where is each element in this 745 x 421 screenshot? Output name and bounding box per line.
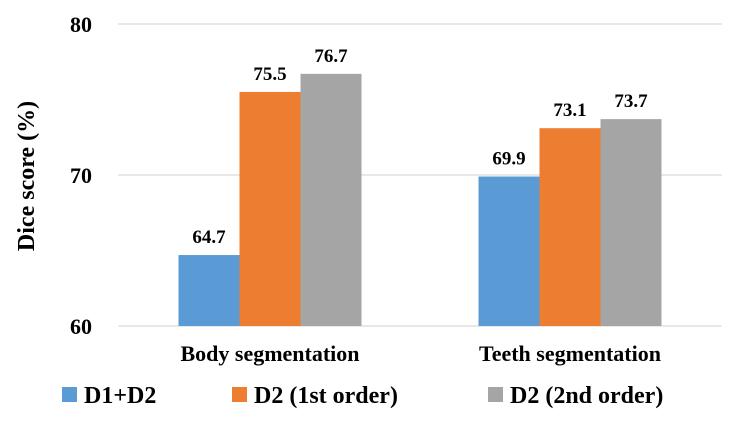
bar-d2-1st-order-1: [539, 128, 601, 326]
y-tick-label: 70: [70, 163, 92, 188]
legend-swatch: [232, 387, 247, 402]
data-label: 73.7: [614, 91, 648, 112]
legend-item: D1+D2: [62, 383, 156, 409]
bars: [178, 73, 662, 326]
bar-d1-d2-1: [478, 176, 540, 326]
y-axis-title: Dice score (%): [14, 101, 40, 251]
bar-d2-2nd-order-1: [600, 119, 662, 326]
legend-label: D2 (1st order): [254, 383, 398, 409]
data-labels: 64.7 69.9 75.5 73.1 76.7 73.7: [192, 46, 648, 248]
legend-label: D2 (2nd order): [510, 383, 663, 409]
x-axis-ticks: Body segmentation Teeth segmentation: [180, 341, 660, 366]
data-label: 73.1: [553, 100, 586, 121]
data-label: 69.9: [492, 149, 525, 170]
legend-item: D2 (2nd order): [488, 383, 663, 409]
data-label: 64.7: [192, 227, 226, 248]
bar-d2-2nd-order-0: [300, 73, 362, 326]
y-tick-label: 60: [70, 314, 92, 339]
y-axis-ticks: 60 70 80: [70, 12, 92, 339]
legend: D1+D2 D2 (1st order) D2 (2nd order): [62, 383, 663, 409]
bar-d1-d2-0: [178, 255, 240, 326]
legend-swatch: [488, 387, 503, 402]
legend-label: D1+D2: [84, 383, 156, 409]
legend-swatch: [62, 387, 77, 402]
data-label: 75.5: [253, 64, 286, 85]
legend-item: D2 (1st order): [232, 383, 398, 409]
x-tick-label: Teeth segmentation: [479, 341, 661, 366]
y-tick-label: 80: [70, 12, 92, 37]
bar-d2-1st-order-0: [239, 91, 301, 326]
data-label: 76.7: [314, 46, 348, 67]
x-tick-label: Body segmentation: [180, 341, 359, 366]
